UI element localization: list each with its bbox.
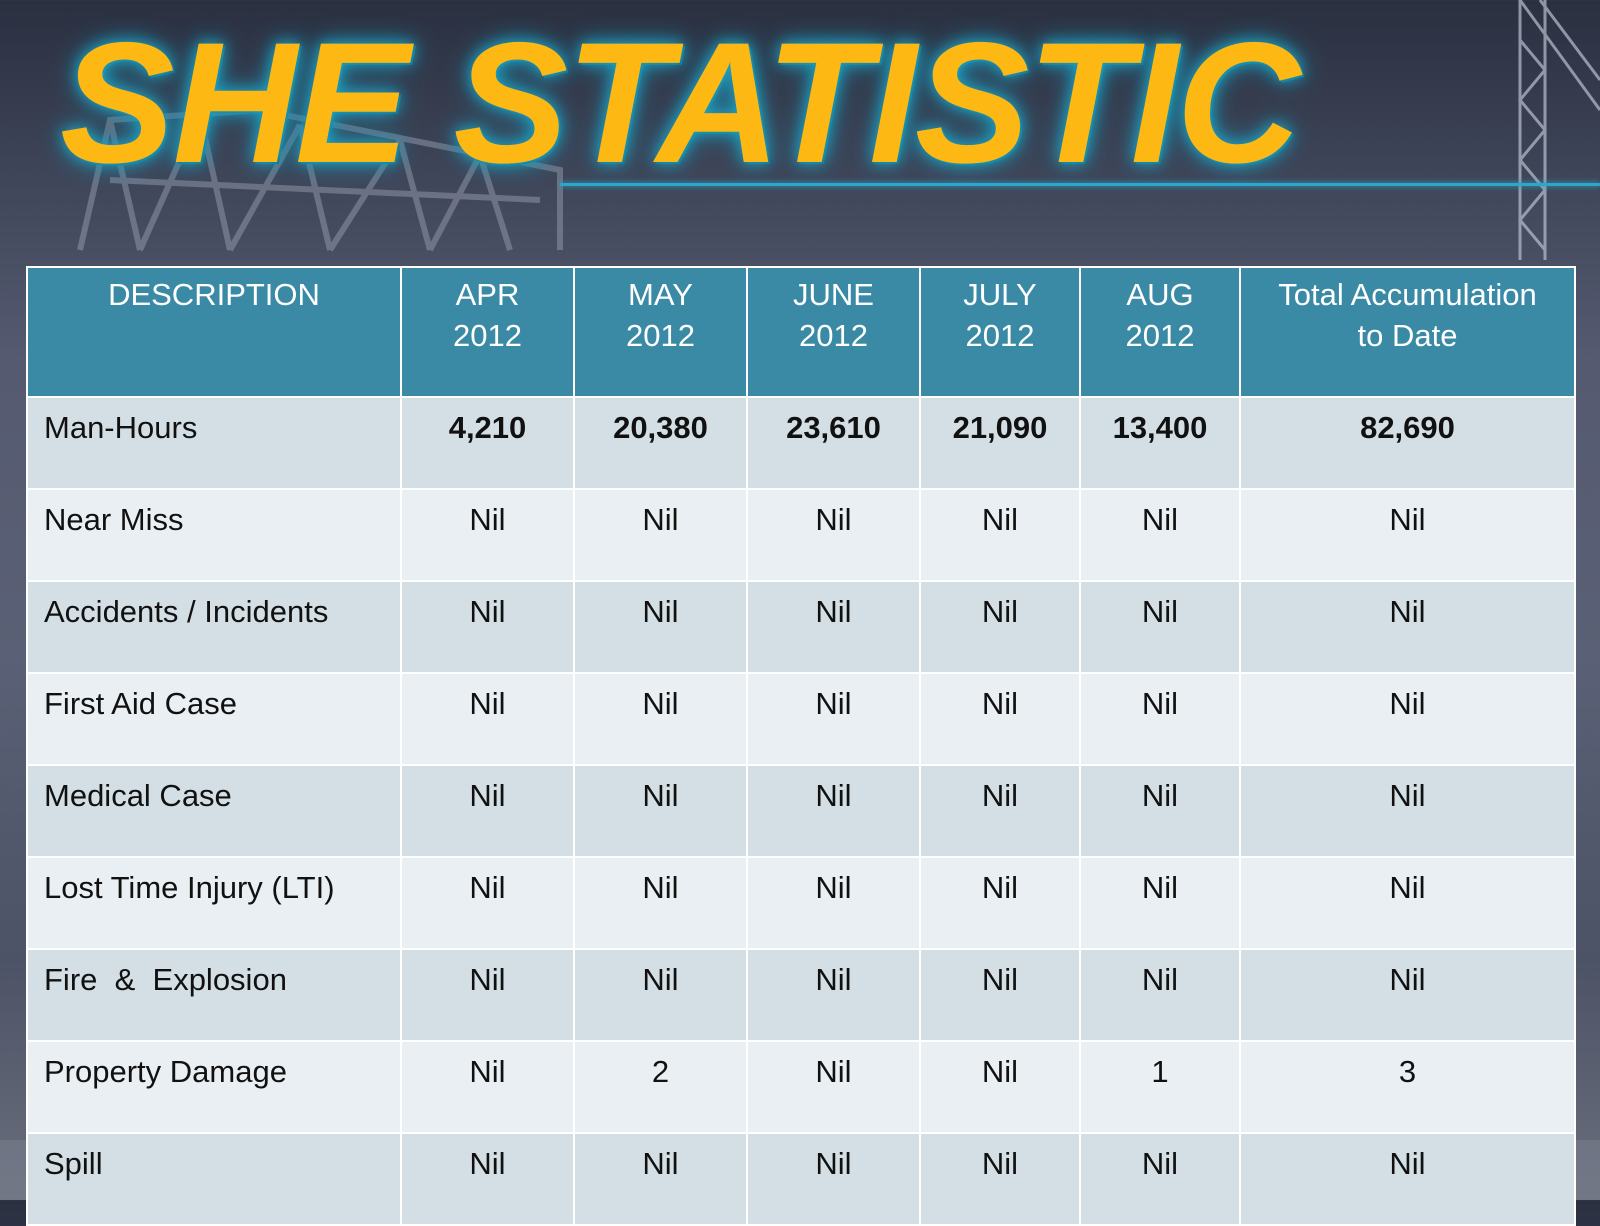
row-label: First Aid Case <box>26 672 402 766</box>
table-row-medical-case: Medical Case Nil Nil Nil Nil Nil Nil <box>26 764 1576 858</box>
cell-aug: Nil <box>1079 1132 1241 1226</box>
cell-total: Nil <box>1239 856 1576 950</box>
cell-may: Nil <box>573 672 748 766</box>
cell-total: Nil <box>1239 764 1576 858</box>
table-row-first-aid-case: First Aid Case Nil Nil Nil Nil Nil Nil <box>26 672 1576 766</box>
cell-july: Nil <box>919 580 1081 674</box>
cell-may: Nil <box>573 488 748 582</box>
cell-june: 23,610 <box>746 396 921 490</box>
cell-july: Nil <box>919 764 1081 858</box>
header-line1: DESCRIPTION <box>108 277 320 312</box>
cell-total: Nil <box>1239 948 1576 1042</box>
cell-aug: Nil <box>1079 672 1241 766</box>
cell-total: Nil <box>1239 672 1576 766</box>
cell-june: Nil <box>746 948 921 1042</box>
cell-may: Nil <box>573 764 748 858</box>
row-label: Property Damage <box>26 1040 402 1134</box>
cell-may: 20,380 <box>573 396 748 490</box>
table-row-fire-explosion: Fire & Explosion Nil Nil Nil Nil Nil Nil <box>26 948 1576 1042</box>
header-line1: AUG <box>1126 277 1194 312</box>
cell-total: 3 <box>1239 1040 1576 1134</box>
cell-aug: Nil <box>1079 856 1241 950</box>
cell-june: Nil <box>746 764 921 858</box>
cell-aug: Nil <box>1079 488 1241 582</box>
cell-june: Nil <box>746 672 921 766</box>
cell-june: Nil <box>746 1132 921 1226</box>
table-row-spill: Spill Nil Nil Nil Nil Nil Nil <box>26 1132 1576 1226</box>
cell-apr: Nil <box>400 1040 575 1134</box>
cell-aug: 13,400 <box>1079 396 1241 490</box>
cell-apr: Nil <box>400 488 575 582</box>
cell-apr: Nil <box>400 856 575 950</box>
cell-july: Nil <box>919 1040 1081 1134</box>
cell-may: Nil <box>573 948 748 1042</box>
header-line2: 2012 <box>626 318 695 353</box>
cell-apr: 4,210 <box>400 396 575 490</box>
table-row-near-miss: Near Miss Nil Nil Nil Nil Nil Nil <box>26 488 1576 582</box>
header-line2: to Date <box>1357 318 1458 353</box>
cell-total: Nil <box>1239 580 1576 674</box>
header-line1: Total Accumulation <box>1278 277 1537 312</box>
cell-total: Nil <box>1239 1132 1576 1226</box>
table-header-row: DESCRIPTION APR 2012 MAY 2012 JUNE 2012 JUL… <box>26 266 1576 398</box>
table-row-property-damage: Property Damage Nil 2 Nil Nil 1 3 <box>26 1040 1576 1134</box>
row-label: Accidents / Incidents <box>26 580 402 674</box>
header-line2: 2012 <box>965 318 1035 353</box>
cell-apr: Nil <box>400 948 575 1042</box>
header-may-2012: MAY 2012 <box>573 266 748 398</box>
cell-apr: Nil <box>400 580 575 674</box>
table-row-accidents-incidents: Accidents / Incidents Nil Nil Nil Nil Ni… <box>26 580 1576 674</box>
cell-july: Nil <box>919 1132 1081 1226</box>
header-july-2012: JULY 2012 <box>919 266 1081 398</box>
row-label: Near Miss <box>26 488 402 582</box>
cell-july: 21,090 <box>919 396 1081 490</box>
cell-total: 82,690 <box>1239 396 1576 490</box>
header-line1: MAY <box>628 277 693 312</box>
header-line1: JUNE <box>793 277 874 312</box>
row-label: Lost Time Injury (LTI) <box>26 856 402 950</box>
table-row-lost-time-injury: Lost Time Injury (LTI) Nil Nil Nil Nil N… <box>26 856 1576 950</box>
header-line2: 2012 <box>1125 318 1195 353</box>
header-line1: APR <box>455 277 520 312</box>
row-label: Fire & Explosion <box>26 948 402 1042</box>
cell-apr: Nil <box>400 764 575 858</box>
header-apr-2012: APR 2012 <box>400 266 575 398</box>
cell-may: 2 <box>573 1040 748 1134</box>
header-line2: 2012 <box>453 318 522 353</box>
cell-june: Nil <box>746 488 921 582</box>
cell-july: Nil <box>919 488 1081 582</box>
header-june-2012: JUNE 2012 <box>746 266 921 398</box>
table-row-man-hours: Man-Hours 4,210 20,380 23,610 21,090 13,… <box>26 396 1576 490</box>
cell-aug: 1 <box>1079 1040 1241 1134</box>
header-line1: JULY <box>963 277 1037 312</box>
row-label: Spill <box>26 1132 402 1226</box>
cell-june: Nil <box>746 856 921 950</box>
page-title: SHE STATISTIC <box>60 7 1301 199</box>
header-total-accumulation: Total Accumulation to Date <box>1239 266 1576 398</box>
header-aug-2012: AUG 2012 <box>1079 266 1241 398</box>
cell-may: Nil <box>573 580 748 674</box>
title-underline <box>560 183 1600 186</box>
cell-july: Nil <box>919 948 1081 1042</box>
cell-may: Nil <box>573 1132 748 1226</box>
cell-aug: Nil <box>1079 948 1241 1042</box>
cell-aug: Nil <box>1079 580 1241 674</box>
row-label: Medical Case <box>26 764 402 858</box>
cell-july: Nil <box>919 672 1081 766</box>
header-description: DESCRIPTION <box>26 266 402 398</box>
cell-june: Nil <box>746 1040 921 1134</box>
row-label: Man-Hours <box>26 396 402 490</box>
cell-apr: Nil <box>400 672 575 766</box>
cell-aug: Nil <box>1079 764 1241 858</box>
cell-june: Nil <box>746 580 921 674</box>
cell-july: Nil <box>919 856 1081 950</box>
cell-apr: Nil <box>400 1132 575 1226</box>
cell-total: Nil <box>1239 488 1576 582</box>
cell-may: Nil <box>573 856 748 950</box>
header-line2: 2012 <box>799 318 868 353</box>
she-statistics-table: DESCRIPTION APR 2012 MAY 2012 JUNE 2012 JUL… <box>26 266 1576 1226</box>
